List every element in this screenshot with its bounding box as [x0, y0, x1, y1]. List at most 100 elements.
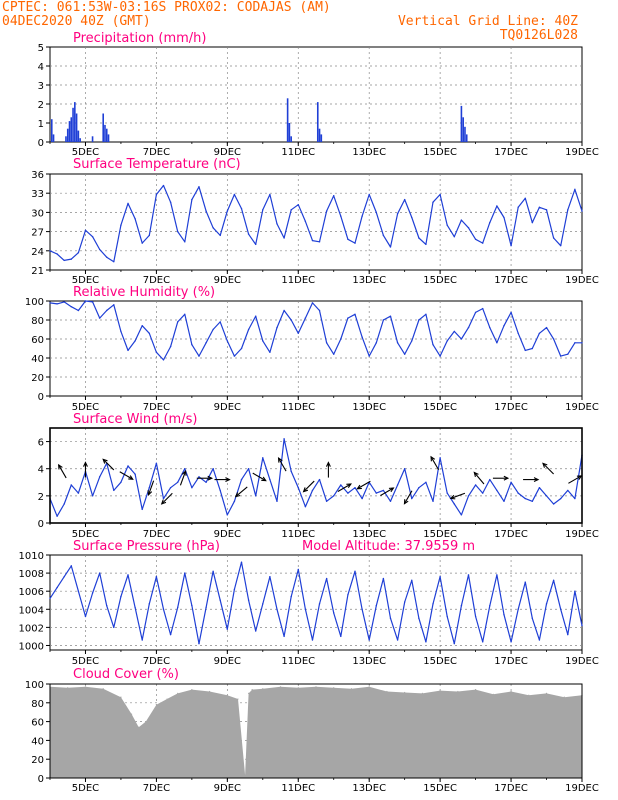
series-point: [120, 595, 122, 598]
series-point: [425, 243, 427, 246]
series-point: [134, 218, 136, 220]
x-tick-label: 5DEC: [72, 783, 99, 794]
series-point: [262, 340, 264, 342]
series-point: [184, 313, 186, 315]
panel-3: 0 20 40 60 80 100 5DEC 7DEC 9DEC 11DEC 13DEC 15DEC 1…: [25, 285, 599, 413]
series-point: [538, 487, 541, 489]
series-point: [389, 315, 392, 317]
series-point: [176, 481, 179, 483]
y-tick-label: 30: [31, 208, 44, 219]
wind-arrow: [473, 471, 485, 485]
series-point: [155, 462, 158, 464]
wind-arrow: [252, 472, 267, 482]
cloud-cover-point: [297, 687, 299, 689]
series-point: [460, 219, 463, 221]
series-point: [198, 642, 200, 645]
series-point: [496, 574, 498, 576]
series-point: [77, 309, 80, 312]
series-point: [396, 212, 399, 215]
wind-arrow-shaft: [357, 480, 371, 490]
y-tick-label: 1006: [19, 587, 44, 598]
series-point: [240, 347, 243, 350]
series-point: [262, 457, 264, 459]
wind-arrow-head: [58, 463, 63, 470]
series-point: [176, 321, 179, 323]
precip-bar: [462, 117, 464, 142]
series-point: [403, 468, 406, 470]
series-point: [205, 210, 207, 212]
series-point: [531, 221, 534, 224]
y-tick-label: 1004: [19, 605, 44, 616]
series-point: [290, 470, 292, 473]
series-point: [297, 568, 299, 571]
y-tick-label: 3: [38, 81, 44, 92]
cloud-cover-point: [315, 686, 317, 688]
x-tick-label: 15DEC: [423, 783, 457, 794]
precip-bar: [104, 124, 106, 142]
x-tick-label: 5DEC: [72, 275, 99, 286]
y-tick-label: 20: [31, 373, 44, 384]
series-point: [77, 492, 80, 494]
series-point: [425, 313, 427, 315]
series-point: [134, 606, 136, 609]
series-point: [531, 617, 534, 620]
series-point: [325, 210, 328, 212]
series-line: [49, 561, 583, 645]
series-point: [106, 256, 108, 258]
series-point: [184, 572, 186, 574]
cloud-cover-point: [120, 696, 122, 698]
series-point: [191, 198, 193, 201]
series-point: [396, 484, 399, 486]
series-point: [552, 579, 555, 582]
cloud-cover-point: [457, 690, 459, 693]
panel-2: 21 24 27 30 33 36 5DEC 7DEC 9DEC 11DEC 13DEC 15DEC 1…: [31, 157, 599, 286]
plot-frame: [49, 46, 583, 143]
x-tick-label: 19DEC: [565, 656, 599, 667]
cloud-cover-point: [421, 692, 423, 695]
y-tick-label: 1000: [19, 641, 44, 652]
series-point: [333, 612, 335, 614]
series-point: [255, 243, 257, 246]
precip-bar: [288, 123, 291, 142]
series-point: [574, 497, 576, 500]
y-tick-label: 5: [38, 43, 44, 54]
precip-bar: [50, 119, 53, 142]
cloud-cover-point: [386, 690, 388, 693]
series-point: [169, 345, 172, 348]
series-point: [489, 326, 491, 329]
series-point: [120, 481, 122, 483]
series-point: [375, 604, 377, 607]
precip-bar: [107, 134, 110, 142]
series-point: [510, 311, 512, 314]
series-point: [368, 355, 370, 357]
series-point: [304, 608, 307, 610]
series-point: [517, 492, 519, 494]
series-point: [446, 492, 448, 494]
series-point: [467, 326, 470, 329]
wind-arrow: [234, 486, 248, 498]
precip-bar: [79, 138, 81, 142]
wind-arrow-shaft: [235, 486, 248, 498]
series-point: [347, 492, 349, 494]
series-point: [106, 309, 108, 312]
series-point: [155, 193, 158, 196]
cloud-cover-point: [350, 688, 353, 690]
series-point: [56, 253, 58, 255]
series-point: [233, 588, 236, 591]
series-point: [396, 342, 399, 344]
wind-arrow-shaft: [119, 471, 134, 480]
wind-arrow-head: [533, 477, 540, 483]
cloud-cover-point: [226, 694, 228, 696]
series-point: [560, 608, 562, 610]
series-point: [375, 342, 377, 344]
x-tick-label: 9DEC: [214, 402, 241, 413]
series-point: [325, 577, 328, 580]
series-point: [113, 260, 115, 263]
series-point: [304, 220, 307, 223]
series-point: [489, 604, 491, 607]
y-tick-label: 36: [31, 170, 44, 181]
series-point: [531, 347, 534, 350]
x-tick-label: 5DEC: [72, 147, 99, 158]
series-point: [439, 193, 441, 196]
y-tick-label: 80: [31, 316, 44, 327]
